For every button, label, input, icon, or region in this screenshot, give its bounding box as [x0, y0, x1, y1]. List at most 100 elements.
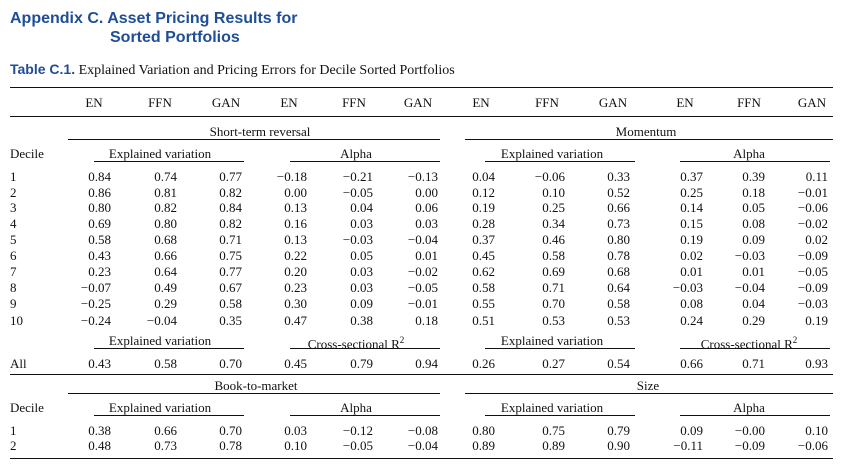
table-cell: −0.25: [80, 296, 111, 311]
table-cell: 0.05: [350, 248, 373, 263]
table-cell: 0.04: [350, 200, 373, 215]
table-cell: 0.82: [219, 185, 242, 200]
cross-sectional-r-text: Cross-sectional R: [700, 336, 793, 352]
all-row-cell: 0.43: [88, 356, 111, 371]
summary-rule: [485, 348, 635, 349]
sub-rule: [94, 415, 244, 416]
model-header-cell: EN: [85, 95, 103, 110]
sub-rule: [290, 415, 440, 416]
table-cell: −0.05: [797, 264, 828, 279]
model-header-cell: FFN: [148, 95, 172, 110]
table-cell: 0.84: [219, 200, 242, 215]
table-cell: −0.02: [797, 216, 828, 231]
table-cell: 0.49: [154, 280, 177, 295]
appendix-heading-line1: Appendix C. Asset Pricing Results for: [10, 10, 298, 27]
table-cell: −0.03: [342, 232, 373, 247]
all-row-label: All: [10, 356, 27, 371]
table-cell: 0.64: [154, 264, 177, 279]
appendix-heading-line2: Sorted Portfolios: [110, 29, 240, 46]
decile-header: Decile: [10, 146, 44, 161]
table-cell: 0.15: [680, 216, 703, 231]
table-cell: 0.86: [88, 185, 111, 200]
all-row-cell: 0.70: [219, 356, 242, 371]
decile-label: 2: [10, 438, 17, 453]
table-cell: 0.64: [607, 280, 630, 295]
table-cell: 0.66: [154, 248, 177, 263]
panel-title-book-to-market: Book-to-market: [214, 378, 298, 393]
table-cell: −0.05: [342, 185, 373, 200]
all-row-cell: 0.26: [472, 356, 495, 371]
table-cell: −0.01: [797, 185, 828, 200]
appendix-heading: Appendix C. Asset Pricing Results for So…: [10, 9, 297, 47]
table-cell: 0.73: [607, 216, 630, 231]
table-cell: 0.22: [284, 248, 307, 263]
table-cell: 0.90: [607, 438, 630, 453]
table-cell: 0.58: [472, 280, 495, 295]
model-header-cell: GAN: [797, 95, 827, 110]
table-cell: −0.08: [407, 423, 438, 438]
table-cell: 0.45: [472, 248, 495, 263]
table-cell: 0.84: [88, 169, 111, 184]
table-cell: 0.55: [472, 296, 495, 311]
table-cell: 0.78: [607, 248, 630, 263]
table-cell: 0.58: [88, 232, 111, 247]
table-cell: −0.09: [797, 248, 828, 263]
sub-rule: [485, 161, 635, 162]
table-cell: −0.07: [80, 280, 111, 295]
sub-rule: [680, 415, 830, 416]
table-cell: 0.30: [284, 296, 307, 311]
panel-title-momentum: Momentum: [615, 124, 677, 139]
all-row-cell: 0.94: [415, 356, 438, 371]
panel-title-short-term-reversal: Short-term reversal: [209, 124, 311, 139]
table-cell: 0.01: [742, 264, 765, 279]
table-cell: 0.10: [805, 423, 828, 438]
table-cell: 0.37: [680, 169, 703, 184]
cross-sectional-r2-label: Cross-sectional R2: [308, 333, 405, 351]
explained-variation-header: Explained variation: [108, 400, 212, 415]
table-cell: 0.77: [219, 169, 242, 184]
top-rule: [10, 87, 833, 88]
table-cell: −0.06: [797, 438, 828, 453]
all-row-cell: 0.79: [350, 356, 373, 371]
table-cell: 0.01: [680, 264, 703, 279]
table-cell: 0.67: [219, 280, 242, 295]
table-cell: 0.78: [219, 438, 242, 453]
model-header-cell: EN: [472, 95, 490, 110]
decile-label: 9: [10, 296, 17, 311]
table-cell: 0.74: [154, 169, 177, 184]
table-cell: 0.29: [742, 313, 765, 328]
all-row-cell: 0.54: [607, 356, 630, 371]
decile-label: 10: [10, 313, 23, 328]
summary-rule: [94, 348, 244, 349]
table-cell: 0.25: [680, 185, 703, 200]
table-cell: 0.58: [607, 296, 630, 311]
table-cell: 0.09: [680, 423, 703, 438]
panel-rule-left: [68, 393, 440, 394]
alpha-header: Alpha: [340, 146, 372, 161]
table-cell: 0.24: [680, 313, 703, 328]
summary-rule: [290, 348, 440, 349]
decile-label: 1: [10, 169, 17, 184]
explained-variation-summary-label: Explained variation: [108, 333, 212, 348]
table-cell: 0.01: [415, 248, 438, 263]
table-cell: 0.03: [284, 423, 307, 438]
table-cell: 0.62: [472, 264, 495, 279]
model-header-cell: FFN: [342, 95, 366, 110]
table-cell: 0.05: [742, 200, 765, 215]
panel-rule-right: [465, 139, 833, 140]
cross-sectional-r2-label: Cross-sectional R2: [701, 333, 798, 351]
table-cell: 0.34: [542, 216, 565, 231]
table-cell: 0.28: [472, 216, 495, 231]
table-cell: 0.09: [350, 296, 373, 311]
table-cell: −0.09: [734, 438, 765, 453]
table-cell: −0.03: [672, 280, 703, 295]
table-cell: 0.46: [542, 232, 565, 247]
table-cell: −0.09: [797, 280, 828, 295]
table-cell: 0.48: [88, 438, 111, 453]
all-row-cell: 0.66: [680, 356, 703, 371]
model-header-cell: GAN: [403, 95, 433, 110]
table-cell: −0.00: [734, 423, 765, 438]
table-cell: 0.14: [680, 200, 703, 215]
panel-title-size: Size: [636, 378, 660, 393]
table-cell: 0.19: [805, 313, 828, 328]
